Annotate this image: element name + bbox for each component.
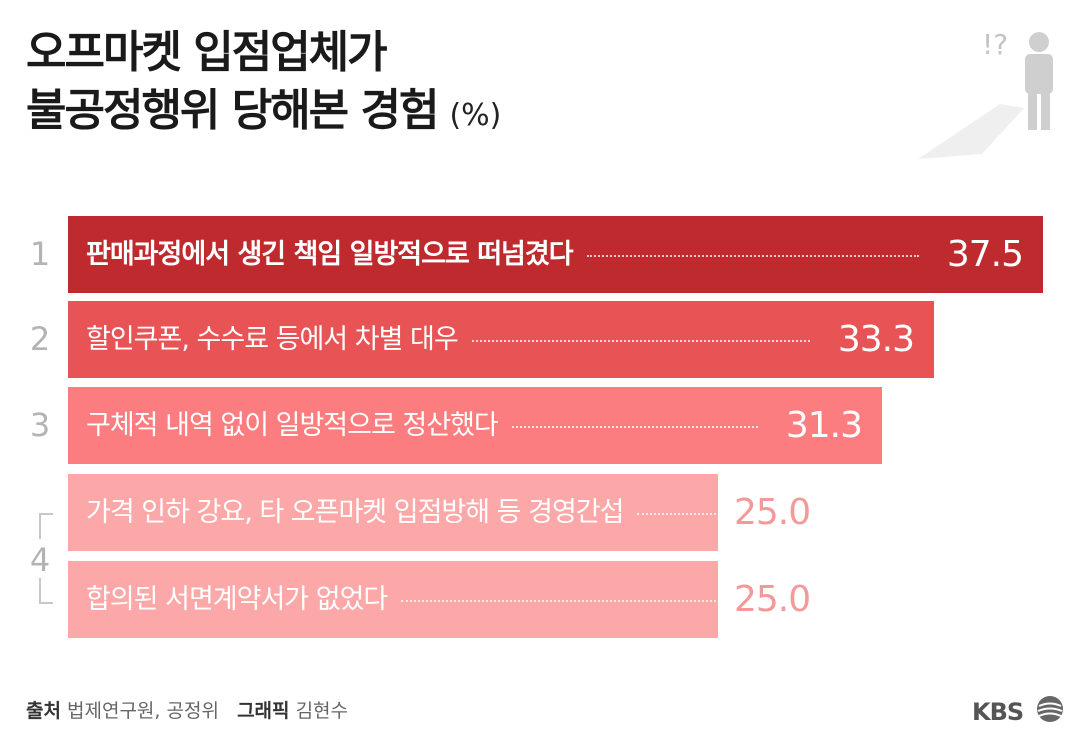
kbs-logo-icon: KBS bbox=[972, 696, 1063, 726]
leader-line-1 bbox=[586, 254, 919, 257]
graphic-label: 그래픽 bbox=[237, 700, 290, 722]
exclaim-question-text: !? bbox=[982, 28, 1008, 61]
bar-label-4: 가격 인하 강요, 타 오픈마켓 입점방해 등 경영간섭 bbox=[86, 497, 624, 528]
graphic-credit: 김현수 bbox=[295, 700, 349, 722]
title-line-2: 불공정행위 당해본 경험 bbox=[26, 85, 439, 136]
rank-bracket-top bbox=[39, 513, 53, 539]
leader-line-4 bbox=[637, 512, 716, 515]
bar-value-1: 37.5 bbox=[946, 234, 1024, 275]
rank-bracket-bottom bbox=[39, 578, 53, 604]
rank-1: 1 bbox=[29, 235, 51, 273]
leader-line-5 bbox=[401, 599, 716, 602]
rank-2: 2 bbox=[29, 320, 51, 358]
unit-label: (%) bbox=[449, 98, 502, 133]
rank-4: 4 bbox=[29, 540, 51, 579]
chart-title: 오프마켓 입점업체가 불공정행위 당해본 경험 (%) bbox=[26, 24, 501, 145]
source-text: 법제연구원, 공정위 bbox=[67, 700, 219, 722]
bar-value-2: 33.3 bbox=[837, 319, 915, 360]
bar-4 bbox=[68, 474, 718, 551]
bar-label-5: 합의된 서면계약서가 없었다 bbox=[86, 584, 388, 615]
leader-line-3 bbox=[511, 425, 758, 428]
bar-label-2: 할인쿠폰, 수수료 등에서 차별 대우 bbox=[86, 324, 459, 355]
title-line-1: 오프마켓 입점업체가 bbox=[26, 27, 388, 78]
bar-value-5: 25.0 bbox=[734, 579, 811, 620]
person-question-icon: !? bbox=[918, 28, 1053, 159]
rank-3: 3 bbox=[29, 406, 51, 444]
source-label: 출처 bbox=[26, 700, 61, 722]
bar-label-3: 구체적 내역 없이 일방적으로 정산했다 bbox=[86, 410, 499, 441]
bar-label-1: 판매과정에서 생긴 책임 일방적으로 떠넘겼다 bbox=[86, 239, 574, 270]
kbs-logo-text: KBS bbox=[972, 698, 1023, 726]
footer: 출처 법제연구원, 공정위 그래픽 김현수 bbox=[26, 696, 348, 723]
bar-value-4: 25.0 bbox=[734, 492, 811, 533]
leader-line-2 bbox=[471, 339, 810, 342]
bar-value-3: 31.3 bbox=[785, 405, 863, 446]
